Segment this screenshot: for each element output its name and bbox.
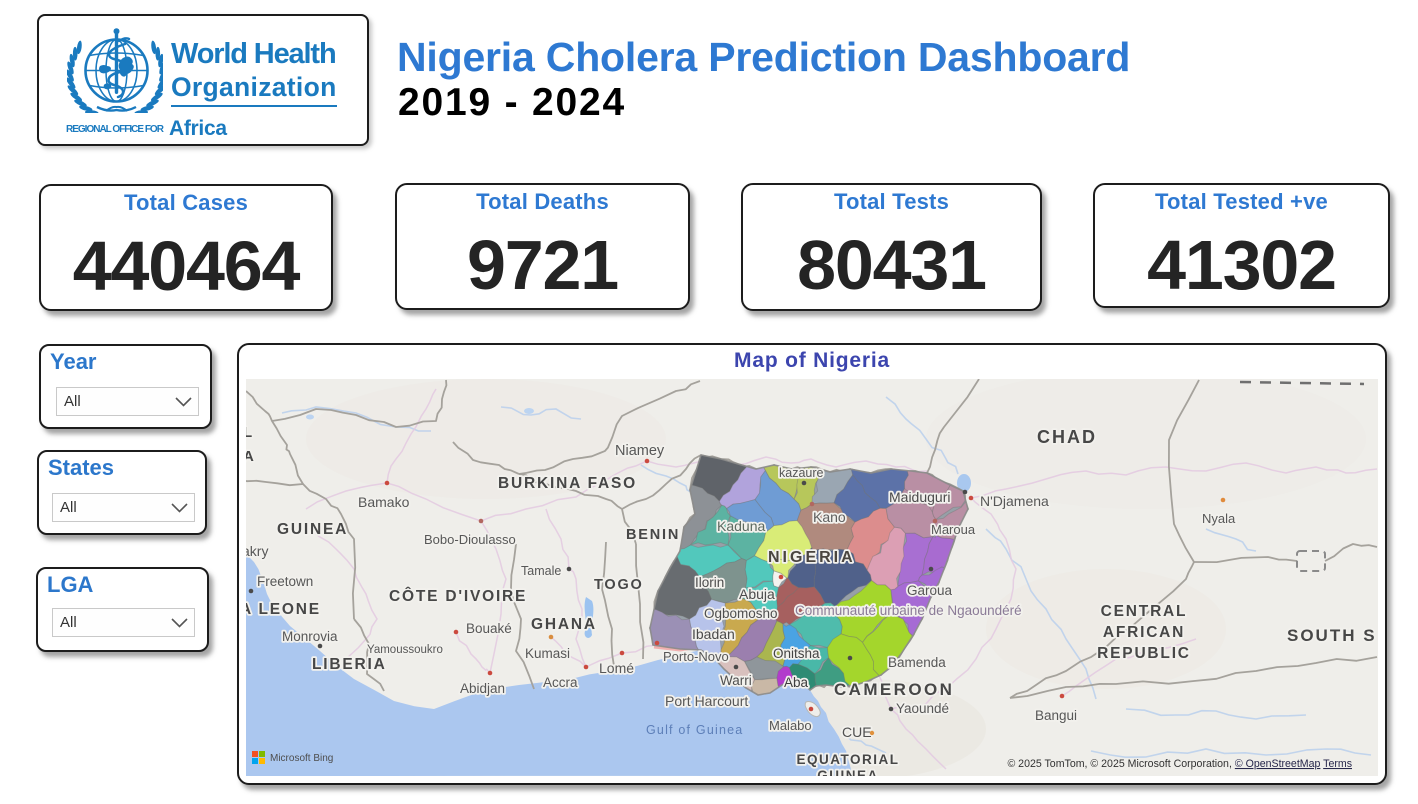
svg-text:N'Djamena: N'Djamena	[980, 493, 1049, 509]
svg-text:Nyala: Nyala	[1202, 511, 1236, 526]
svg-text:Garoua: Garoua	[907, 583, 953, 598]
svg-text:Tamale: Tamale	[521, 564, 561, 578]
svg-text:Yamoussoukro: Yamoussoukro	[367, 644, 443, 656]
svg-text:Maroua: Maroua	[931, 522, 976, 537]
svg-text:Bouaké: Bouaké	[466, 621, 512, 636]
svg-text:Yaoundé: Yaoundé	[896, 701, 949, 716]
svg-text:GUINEA: GUINEA	[277, 521, 348, 538]
svg-text:BURKINA FASO: BURKINA FASO	[498, 475, 637, 492]
svg-text:A LEONE: A LEONE	[246, 601, 321, 618]
svg-text:Kaduna: Kaduna	[717, 518, 765, 534]
svg-text:Ibadan: Ibadan	[692, 626, 735, 642]
svg-text:CHAD: CHAD	[1037, 427, 1097, 447]
svg-text:Bangui: Bangui	[1035, 708, 1077, 723]
svg-text:Accra: Accra	[543, 675, 578, 690]
svg-text:Bamako: Bamako	[358, 494, 410, 510]
svg-text:Bamenda: Bamenda	[888, 655, 946, 670]
svg-text:Porto-Novo: Porto-Novo	[663, 649, 729, 664]
svg-text:Ogbomosho: Ogbomosho	[704, 606, 778, 621]
svg-text:GUINEA: GUINEA	[817, 768, 879, 776]
svg-text:Malabo: Malabo	[769, 718, 812, 733]
svg-text:© 2025 TomTom, © 2025 Microsof: © 2025 TomTom, © 2025 Microsoft Corporat…	[1007, 758, 1352, 770]
svg-text:CUE: CUE	[842, 724, 872, 740]
svg-text:AFRICAN: AFRICAN	[1103, 624, 1185, 641]
svg-text:Abidjan: Abidjan	[460, 681, 505, 696]
svg-text:A: A	[246, 448, 256, 465]
svg-text:GHANA: GHANA	[531, 616, 597, 633]
svg-text:Microsoft Bing: Microsoft Bing	[270, 753, 333, 764]
svg-text:Kano: Kano	[813, 509, 846, 525]
svg-text:Warri: Warri	[720, 673, 752, 688]
svg-text:Kumasi: Kumasi	[525, 646, 570, 661]
svg-text:LIBERIA: LIBERIA	[312, 656, 387, 673]
svg-text:CENTRAL: CENTRAL	[1101, 603, 1188, 620]
svg-text:Abuja: Abuja	[739, 586, 775, 602]
svg-text:L: L	[246, 424, 254, 441]
svg-text:Lomé: Lomé	[599, 660, 634, 676]
svg-text:Port Harcourt: Port Harcourt	[665, 693, 748, 709]
svg-text:Communauté urbaine de Ngaoundé: Communauté urbaine de Ngaoundéré	[795, 603, 1022, 618]
svg-text:CAMEROON: CAMEROON	[834, 680, 954, 699]
svg-text:kazaure: kazaure	[779, 466, 824, 480]
svg-text:Bobo-Dioulasso: Bobo-Dioulasso	[424, 532, 516, 547]
svg-text:Gulf of Guinea: Gulf of Guinea	[646, 723, 743, 737]
svg-text:Freetown: Freetown	[257, 574, 313, 589]
svg-text:EQUATORIAL: EQUATORIAL	[796, 752, 899, 767]
svg-text:Aba: Aba	[784, 675, 809, 690]
svg-text:Ilorin: Ilorin	[695, 575, 724, 590]
svg-text:Monrovia: Monrovia	[282, 629, 338, 644]
svg-text:Onitsha: Onitsha	[773, 646, 820, 661]
svg-text:SOUTH S: SOUTH S	[1287, 626, 1377, 645]
svg-text:BENIN: BENIN	[626, 527, 680, 543]
svg-text:REPUBLIC: REPUBLIC	[1097, 645, 1191, 662]
svg-text:CÔTE D'IVOIRE: CÔTE D'IVOIRE	[389, 587, 527, 605]
svg-text:Niamey: Niamey	[615, 443, 665, 459]
svg-text:NIGERIA: NIGERIA	[768, 549, 856, 566]
svg-text:akry: akry	[246, 543, 268, 559]
svg-text:TOGO: TOGO	[594, 577, 644, 593]
svg-text:Maiduguri: Maiduguri	[889, 489, 950, 505]
